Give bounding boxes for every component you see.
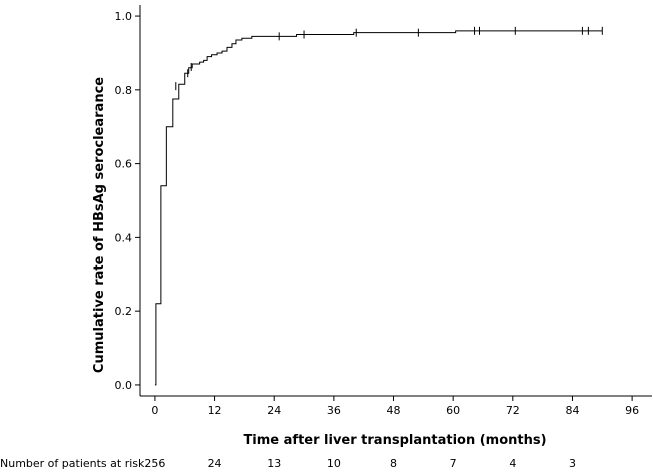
y-axis-ticks: 0.0 0.2 0.4 0.6 0.8 1.0 <box>115 10 140 392</box>
axes <box>139 5 652 397</box>
risk-table-label: Number of patients at risk <box>0 457 145 470</box>
x-tick-label: 12 <box>208 404 222 417</box>
x-axis-label: Time after liver transplantation (months… <box>243 433 546 448</box>
risk-table-value: 4 <box>509 457 516 470</box>
y-axis-label: Cumulative rate of HBsAg seroclearance <box>92 77 107 373</box>
y-tick-label: 1.0 <box>115 10 133 23</box>
risk-table: Number of patients at risk 256 24 13 10 8 7 4 3 <box>0 457 576 470</box>
x-tick-label: 96 <box>625 404 639 417</box>
x-tick-label: 84 <box>565 404 579 417</box>
risk-table-value: 3 <box>569 457 576 470</box>
risk-table-value: 10 <box>327 457 341 470</box>
x-tick-label: 36 <box>327 404 341 417</box>
x-tick-label: 48 <box>387 404 401 417</box>
censor-marks <box>175 26 603 91</box>
x-tick-label: 60 <box>446 404 460 417</box>
y-tick-label: 0.6 <box>115 158 133 171</box>
y-tick-label: 0.8 <box>115 84 133 97</box>
risk-table-value: 7 <box>450 457 457 470</box>
y-tick-label: 0.2 <box>115 305 133 318</box>
risk-table-value: 24 <box>208 457 222 470</box>
y-tick-label: 0.0 <box>115 379 133 392</box>
km-curve <box>154 30 603 386</box>
y-tick-label: 0.4 <box>115 231 133 244</box>
x-tick-label: 24 <box>267 404 281 417</box>
x-axis-ticks: 0 12 24 36 48 60 72 84 96 <box>151 396 639 417</box>
risk-table-value: 13 <box>267 457 281 470</box>
x-tick-label: 0 <box>151 404 158 417</box>
risk-table-value: 256 <box>144 457 165 470</box>
risk-table-value: 8 <box>390 457 397 470</box>
x-tick-label: 72 <box>506 404 520 417</box>
